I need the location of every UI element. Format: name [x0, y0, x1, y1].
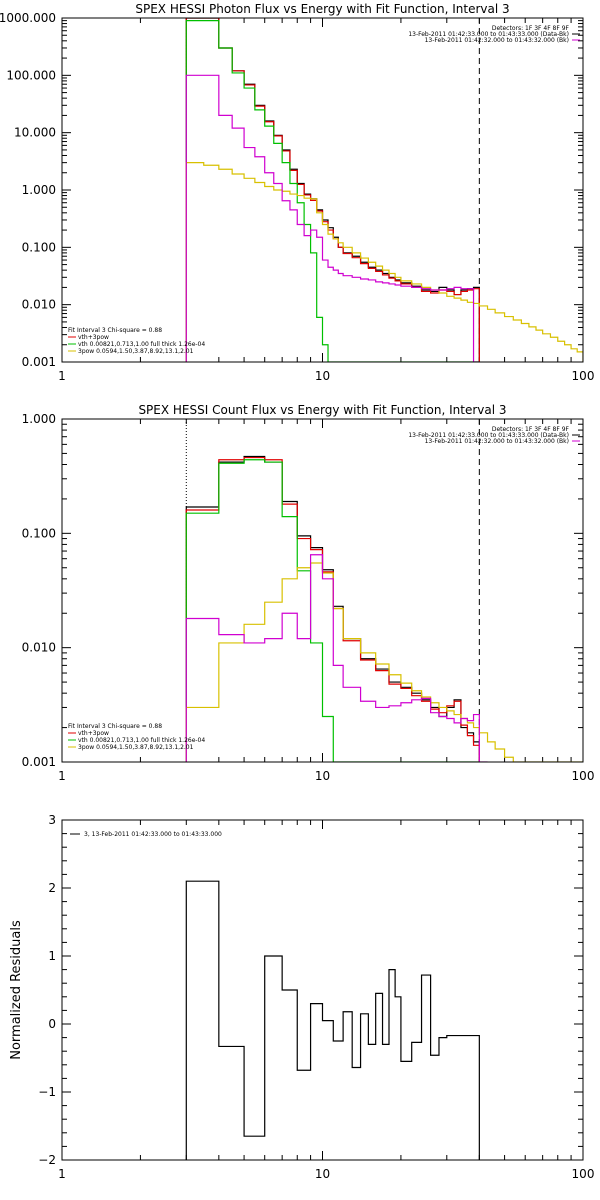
y-tick-label: 0.010: [22, 641, 56, 655]
x-tick-label: 1: [58, 1167, 66, 1181]
fit-legend-text: Fit Interval 3 Chi-square = 0.88: [68, 723, 162, 730]
x-tick-label: 10: [315, 769, 330, 783]
y-tick-label: 0.100: [22, 240, 56, 254]
axes-frame: [61, 418, 584, 763]
series-5-line: [185, 554, 488, 762]
x-tick-label: 1: [58, 369, 66, 383]
info-text: Detectors: 1F 3F 4F 8F 9F: [492, 25, 570, 32]
y-tick-label: 0.001: [22, 355, 56, 369]
x-tick-label: 100: [572, 769, 595, 783]
series-4-line: [185, 162, 583, 362]
info-text: 13-Feb-2011 01:42:32.000 to 01:43:32.000…: [425, 37, 569, 44]
y-tick-label: 3: [48, 813, 56, 827]
y-tick-label: −1: [38, 1085, 56, 1099]
info-text: 13-Feb-2011 01:42:32.000 to 01:43:32.000…: [425, 438, 569, 445]
y-tick-label: 1000.000: [0, 11, 56, 25]
axes-frame: [61, 17, 584, 363]
info-text: Detectors: 1F 3F 4F 8F 9F: [492, 426, 570, 433]
y-tick-label: 1: [48, 949, 56, 963]
chart-title: SPEX HESSI Count Flux vs Energy with Fit…: [138, 403, 506, 417]
y-tick-label: 1.000: [22, 412, 56, 426]
series-2-line: [185, 18, 480, 362]
x-tick-label: 10: [315, 1167, 330, 1181]
y-tick-label: 2: [48, 881, 56, 895]
y-tick-label: 0: [48, 1017, 56, 1031]
series-1-line: [185, 18, 480, 362]
fit-legend-text: vth+3pow: [78, 730, 109, 737]
info-text: 13-Feb-2011 01:42:33.000 to 01:43:33.000…: [408, 432, 569, 439]
info-text: 13-Feb-2011 01:42:33.000 to 01:43:33.000…: [408, 31, 569, 38]
y-tick-label: 0.100: [22, 526, 56, 540]
series-1-line: [185, 880, 480, 1160]
fit-legend-text: Fit Interval 3 Chi-square = 0.88: [68, 327, 162, 334]
series-2-line: [185, 456, 480, 762]
series-5-line: [185, 74, 480, 362]
x-tick-label: 100: [572, 369, 595, 383]
fit-legend-text: vth 0.00821,0.713,1.00 full thick 1.26e-…: [78, 737, 205, 744]
series-3-line: [185, 459, 480, 762]
axes-frame: [61, 819, 584, 1161]
y-tick-label: 1.000: [22, 183, 56, 197]
y-tick-label: −2: [38, 1153, 56, 1167]
fit-legend-text: vth 0.00821,0.713,1.00 full thick 1.26e-…: [78, 341, 205, 348]
series-4-line: [185, 562, 583, 762]
chart-panel-1: SPEX HESSI Photon Flux vs Energy with Fi…: [0, 2, 594, 383]
y-tick-label: 0.010: [22, 298, 56, 312]
x-tick-label: 100: [572, 1167, 595, 1181]
legend-label: 3, 13-Feb-2011 01:42:33.000 to 01:43:33.…: [84, 831, 222, 838]
fit-legend-text: 3pow 0.0594,1.50,3.87,8.92,13.1,2.01: [78, 744, 194, 751]
x-tick-label: 10: [315, 369, 330, 383]
fit-legend-text: 3pow 0.0594,1.50,3.87,8.92,13.1,2.01: [78, 348, 194, 355]
x-tick-label: 1: [58, 769, 66, 783]
y-tick-label: 10.000: [14, 126, 56, 140]
chart-panel-3: Normalized Residuals 1 10 100 −2 −1 0 1 2 3 3, 13-…: [9, 813, 594, 1181]
series-3-line: [185, 20, 480, 362]
chart-panel-2: SPEX HESSI Count Flux vs Energy with Fit…: [22, 403, 595, 783]
y-tick-label: 0.001: [22, 755, 56, 769]
y-tick-label: 100.000: [6, 68, 56, 82]
fit-legend-text: vth+3pow: [78, 334, 109, 341]
chart-title: SPEX HESSI Photon Flux vs Energy with Fi…: [135, 2, 509, 16]
y-axis-label: Normalized Residuals: [9, 920, 24, 1060]
